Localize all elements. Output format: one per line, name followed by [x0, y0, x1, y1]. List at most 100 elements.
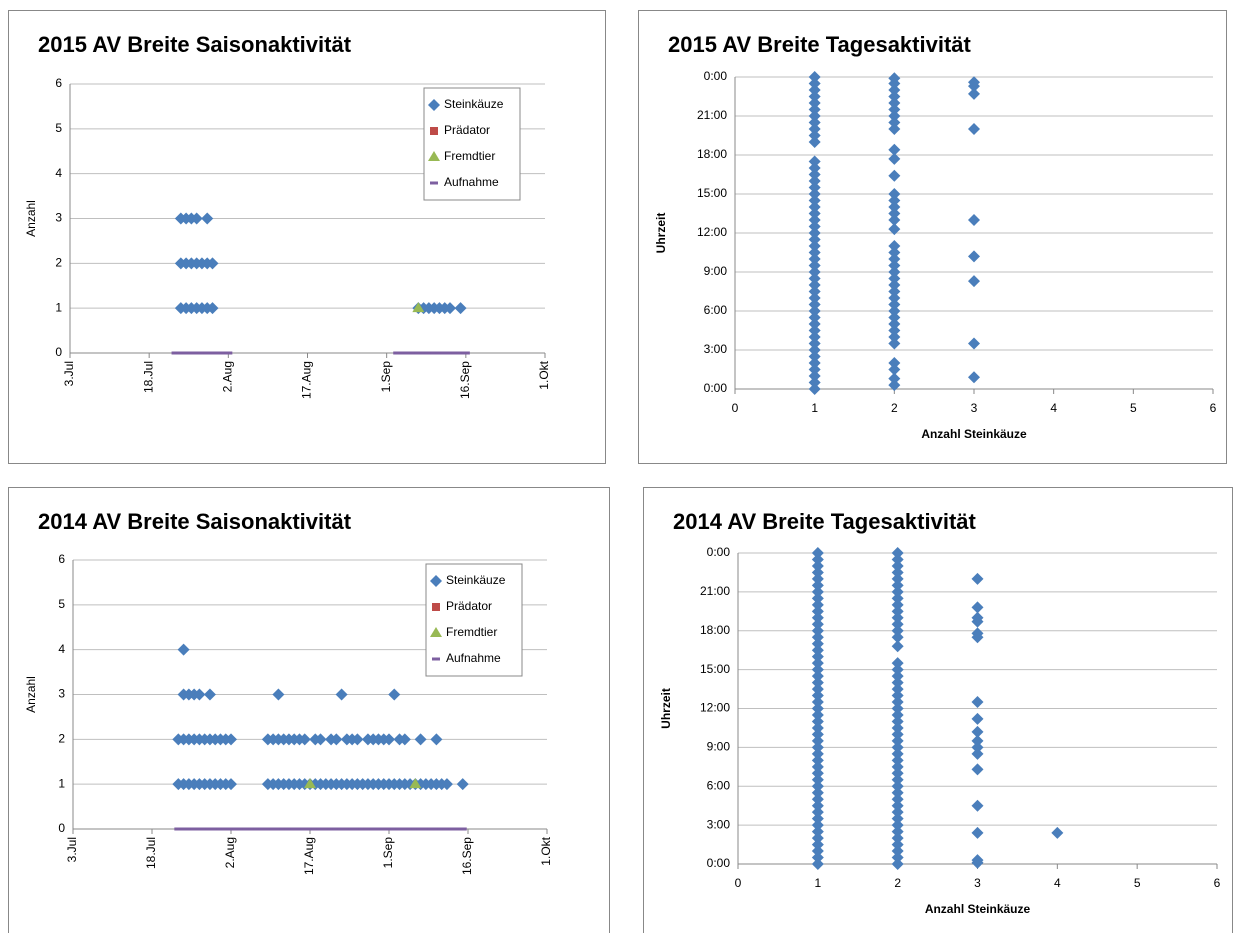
marker — [971, 763, 984, 776]
marker — [811, 721, 824, 734]
marker — [444, 302, 456, 315]
marker — [808, 84, 821, 96]
marker — [409, 778, 422, 789]
marker — [808, 305, 821, 317]
x-tick-label: 16.Sep — [460, 837, 474, 875]
marker — [808, 357, 821, 369]
legend-label: Prädator — [446, 599, 492, 613]
marker — [811, 566, 824, 579]
marker — [811, 780, 824, 793]
marker — [808, 363, 821, 376]
marker — [808, 214, 821, 226]
marker — [971, 854, 984, 867]
x-tick-label: 3.Jul — [65, 837, 79, 862]
marker — [808, 331, 821, 343]
marker — [811, 579, 824, 592]
marker — [888, 357, 901, 369]
marker — [891, 683, 904, 696]
marker — [888, 298, 901, 311]
marker — [888, 214, 901, 226]
marker — [811, 806, 824, 819]
marker — [891, 793, 904, 806]
marker — [808, 103, 821, 116]
marker — [891, 696, 904, 709]
x-tick-label: 2.Aug — [221, 361, 235, 392]
marker — [811, 851, 824, 864]
marker — [888, 240, 901, 252]
marker — [888, 331, 901, 343]
marker — [891, 786, 904, 799]
marker — [335, 688, 348, 701]
marker — [811, 786, 824, 799]
marker — [225, 778, 237, 791]
marker — [811, 728, 824, 741]
marker — [891, 592, 904, 605]
marker — [808, 240, 821, 252]
marker — [808, 175, 821, 187]
y-tick-label: 3 — [58, 687, 65, 701]
marker — [808, 376, 821, 389]
marker — [225, 733, 237, 746]
marker — [888, 123, 901, 135]
marker — [971, 611, 984, 624]
legend-label: Prädator — [444, 123, 490, 137]
y-tick-label: 0:00 — [707, 545, 731, 559]
marker — [1051, 826, 1064, 839]
x-axis-label: Anzahl Steinkäuze — [921, 427, 1027, 441]
marker — [888, 110, 901, 122]
marker — [891, 611, 904, 624]
marker — [808, 350, 821, 363]
x-tick-label: 2.Aug — [223, 837, 237, 868]
y-tick-label: 3:00 — [707, 817, 731, 831]
marker — [808, 246, 821, 259]
marker — [808, 383, 821, 395]
marker — [454, 302, 467, 315]
marker — [808, 311, 821, 324]
marker — [808, 110, 821, 122]
marker — [888, 84, 901, 96]
marker — [808, 253, 821, 265]
marker — [891, 858, 904, 870]
marker — [177, 643, 190, 656]
marker — [888, 143, 901, 156]
legend-label: Steinkäuze — [446, 573, 506, 587]
marker — [971, 734, 984, 747]
marker — [891, 598, 904, 611]
chart-title: 2015 AV Breite Saisonaktivität — [38, 32, 352, 57]
marker — [891, 566, 904, 579]
marker — [888, 97, 901, 109]
marker — [811, 819, 824, 832]
marker — [888, 337, 901, 350]
y-tick-label: 4 — [58, 642, 65, 656]
y-tick-label: 0:00 — [704, 69, 728, 83]
chart-panel: 2015 AV Breite Saisonaktivität 0 1 2 3 4 5 6 3.J… — [8, 10, 606, 464]
marker — [888, 363, 901, 376]
marker — [891, 728, 904, 741]
legend-label: Aufnahme — [444, 175, 499, 189]
marker — [888, 223, 901, 236]
marker — [888, 266, 901, 278]
marker — [808, 77, 821, 90]
marker — [971, 627, 984, 640]
marker — [891, 806, 904, 819]
y-tick-label: 3 — [55, 211, 62, 225]
y-tick-label: 4 — [55, 166, 62, 180]
marker — [808, 194, 821, 207]
marker — [351, 733, 364, 746]
x-tick-label: 6 — [1210, 401, 1217, 415]
marker — [891, 799, 904, 812]
marker — [891, 708, 904, 721]
x-tick-label: 17.Aug — [302, 837, 316, 875]
panel-frame — [643, 487, 1233, 933]
marker — [811, 644, 824, 657]
marker — [891, 780, 904, 793]
legend-marker — [428, 99, 440, 111]
legend-label: Fremdtier — [444, 149, 495, 163]
marker — [811, 702, 824, 715]
y-tick-label: 9:00 — [704, 264, 728, 278]
marker — [891, 851, 904, 864]
marker — [891, 624, 904, 637]
marker — [968, 87, 980, 100]
marker — [811, 799, 824, 812]
